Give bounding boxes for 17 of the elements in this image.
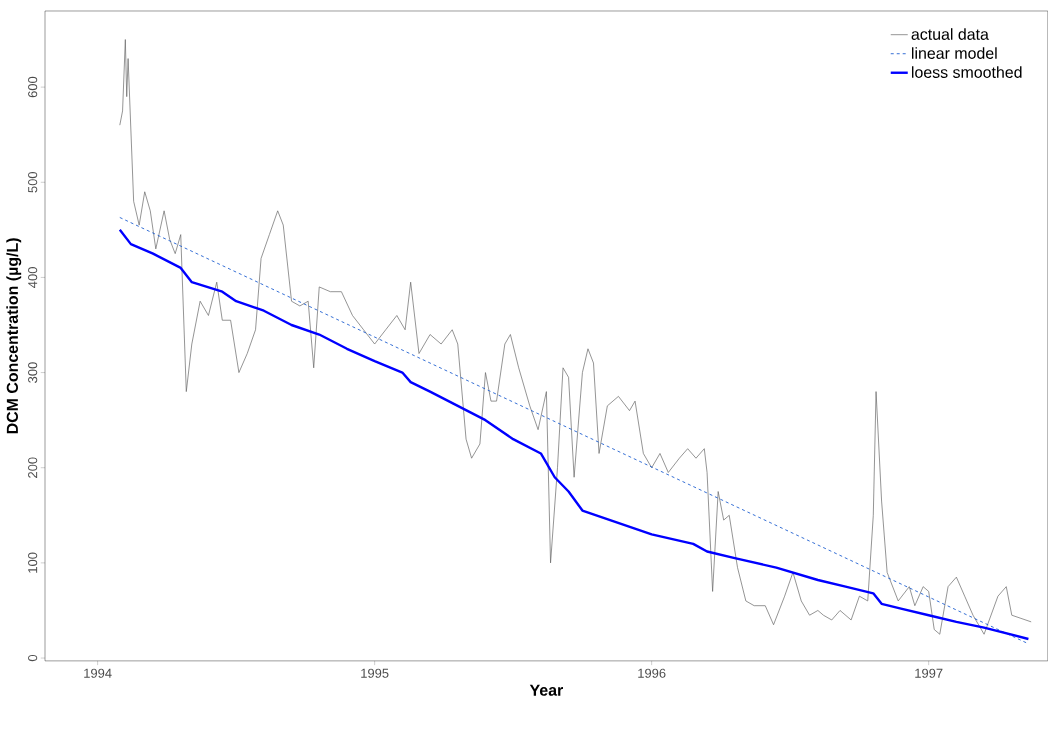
x-axis-title: Year bbox=[529, 684, 564, 696]
x-tick-label: 1994 bbox=[84, 668, 112, 678]
x-tick-label: 1995 bbox=[361, 668, 389, 678]
y-tick-label: 0 bbox=[28, 654, 38, 662]
legend-label: actual data bbox=[911, 28, 989, 40]
y-tick-label: 600 bbox=[28, 76, 38, 98]
y-tick-label: 200 bbox=[28, 457, 38, 478]
y-axis-title: DCM Concentration (µg/L) bbox=[6, 238, 22, 434]
y-tick-label: 500 bbox=[28, 172, 38, 193]
y-tick-label: 400 bbox=[28, 267, 38, 288]
line-series bbox=[119, 39, 1032, 635]
legend-label: loess smoothed bbox=[912, 66, 1022, 78]
x-tick-label: 1996 bbox=[638, 668, 666, 678]
y-tick-label: 300 bbox=[28, 362, 38, 383]
x-tick-label: 1997 bbox=[915, 668, 943, 678]
y-tick-label: 100 bbox=[28, 552, 38, 573]
legend-label: linear model bbox=[912, 47, 997, 59]
